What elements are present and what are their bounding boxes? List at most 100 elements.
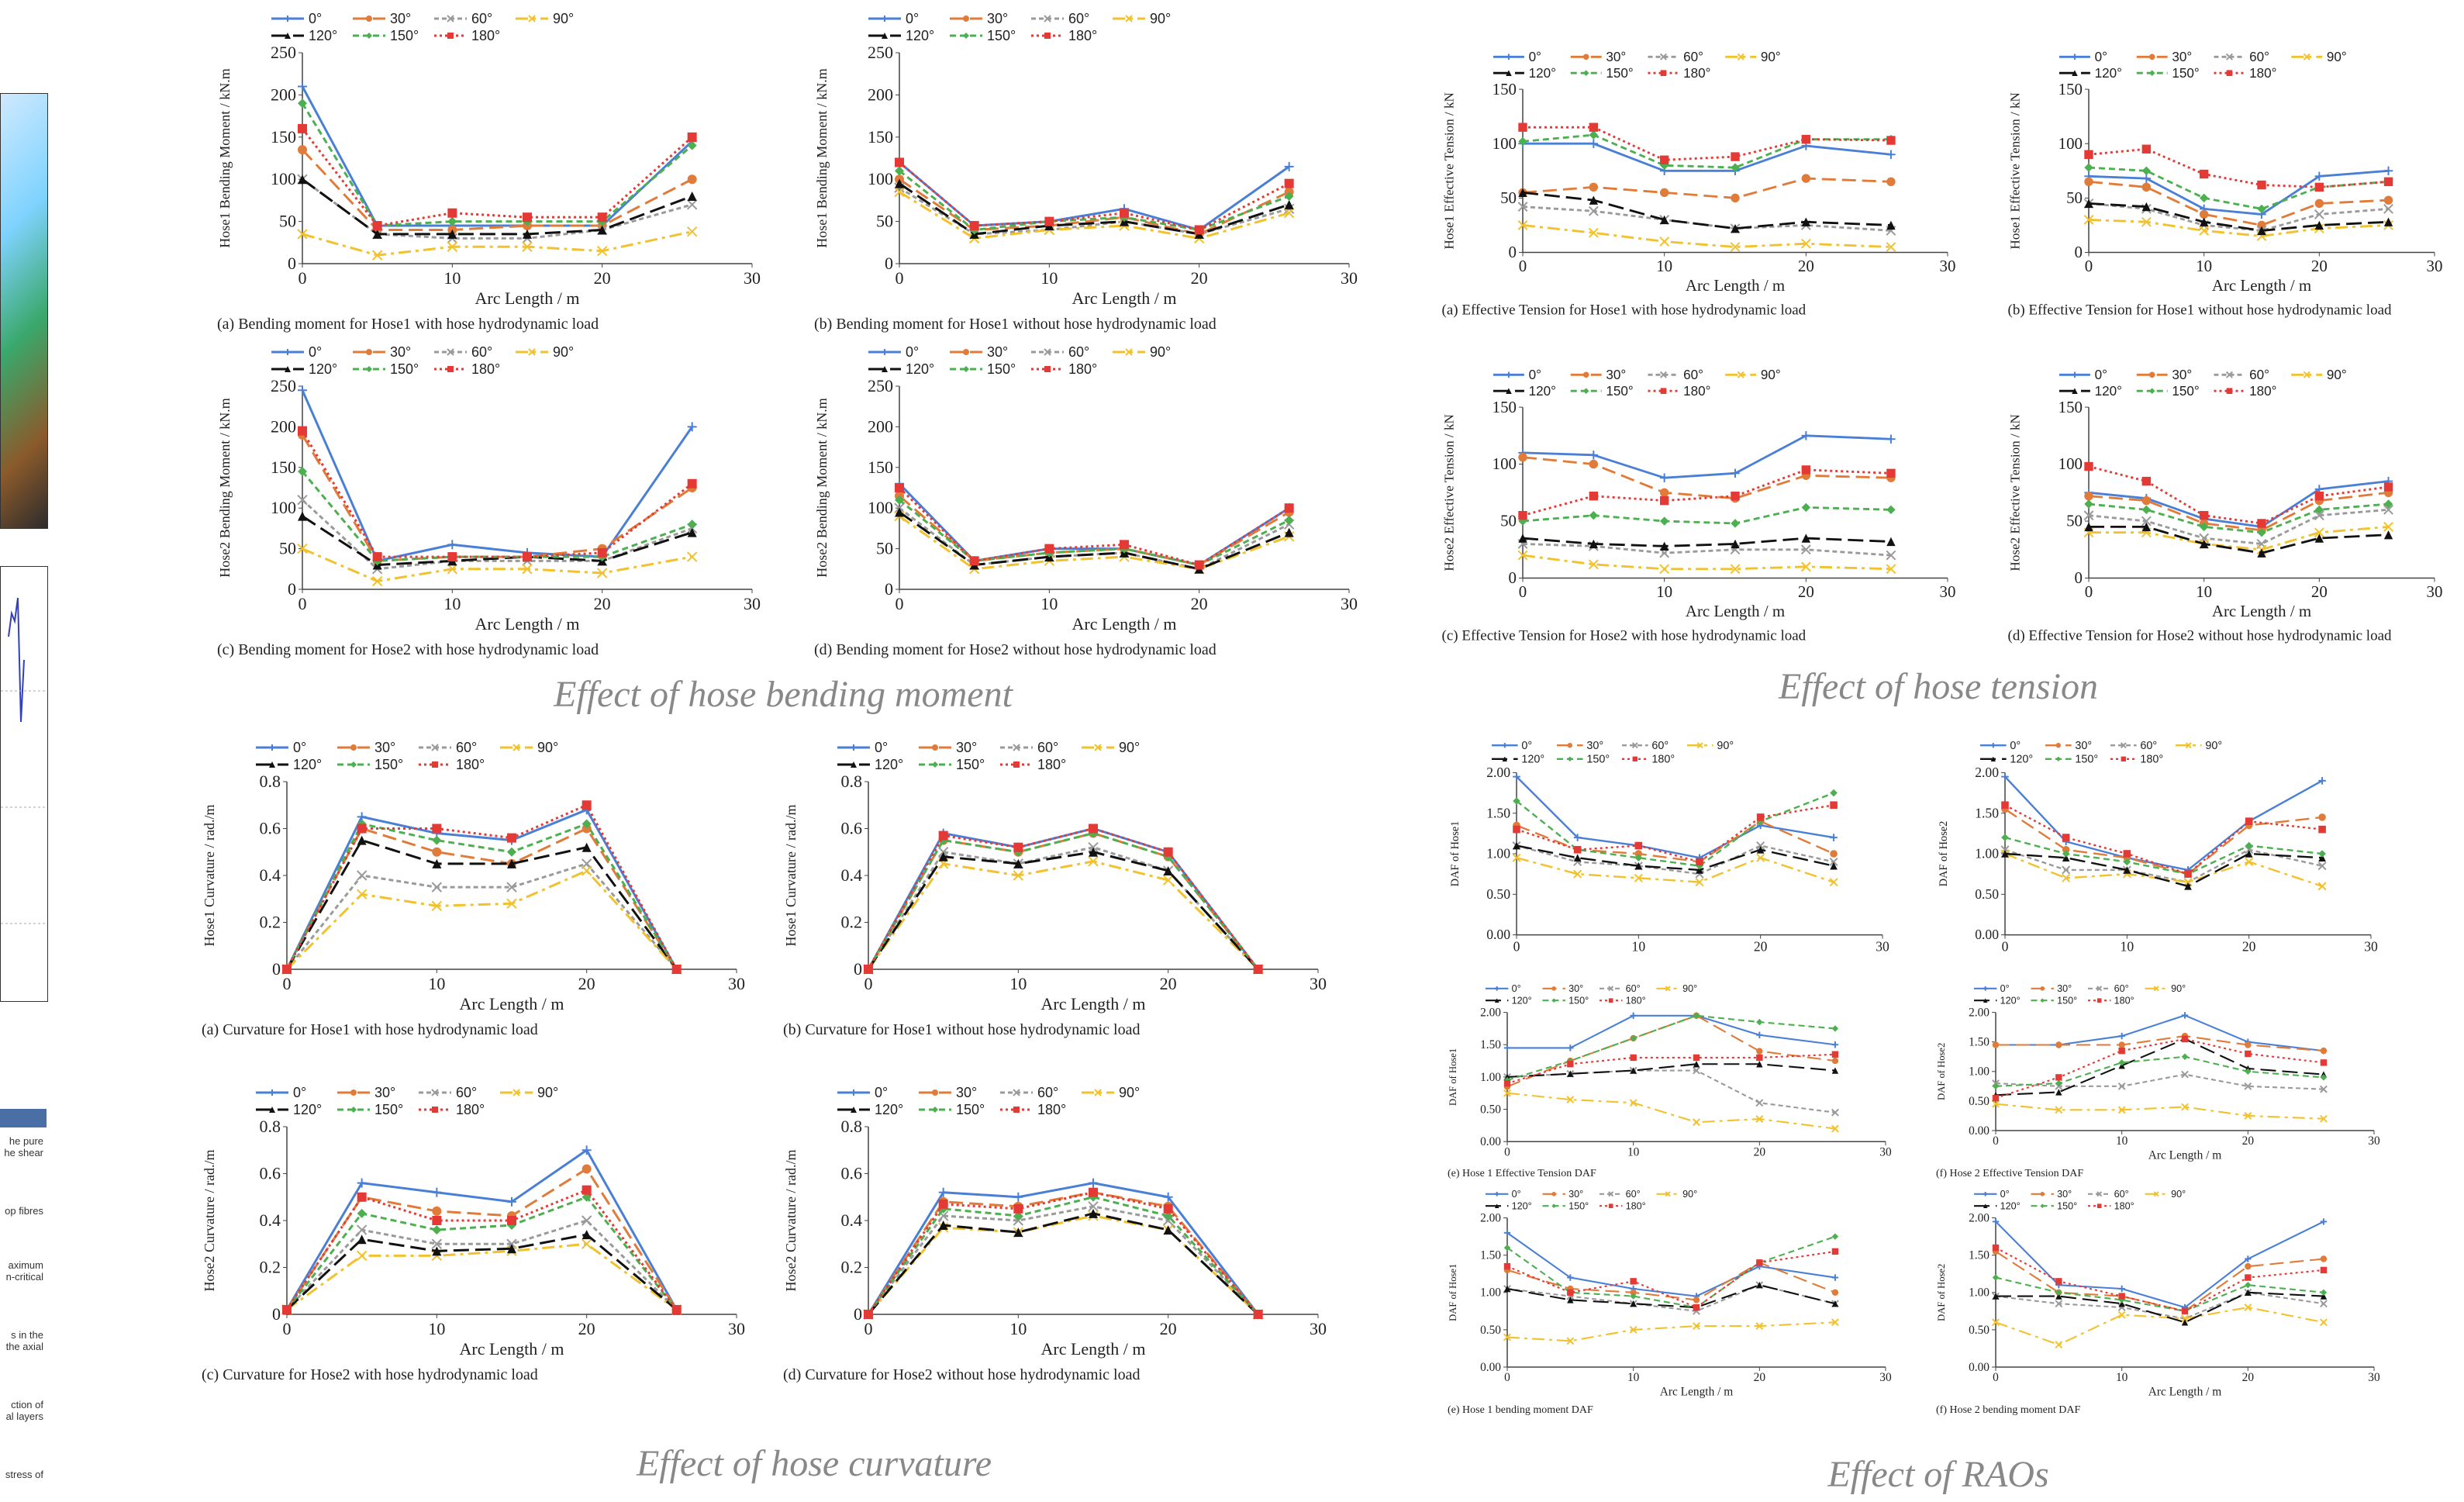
data-point: [1518, 533, 1527, 543]
data-point: [1831, 1057, 1839, 1065]
data-point: [1573, 854, 1582, 862]
legend-label: 0°: [309, 11, 322, 26]
series-90°: [1992, 1100, 2328, 1123]
data-point: [447, 540, 457, 550]
legend: 0° 30° 60° 90° 120° 150° 180°: [868, 11, 1171, 43]
y-axis-label: Hose1 Bending Moment / kN.m: [217, 68, 233, 248]
legend-label: 0°: [309, 344, 322, 360]
legend-label: 120°: [2095, 384, 2122, 399]
legend-label: 150°: [1606, 384, 1633, 399]
y-tick-label: 1.50: [1486, 805, 1510, 820]
legend-label: 30°: [2172, 50, 2192, 64]
data-point: [2181, 1035, 2189, 1043]
x-tick-label: 10: [1656, 582, 1672, 601]
legend-item: 90°: [2145, 1189, 2186, 1200]
x-tick-label: 0: [1504, 1371, 1510, 1384]
series-line: [1523, 142, 1892, 172]
chart-daf-e2: 0° 30° 60° 90° 120° 150° 180° 0.00 0.50 1.00 1.50 2…: [1448, 1189, 1892, 1416]
data-point: [1013, 1227, 1023, 1238]
data-point: [2318, 813, 2326, 821]
y-tick-label: 2.00: [1969, 1007, 1989, 1020]
data-point: [1162, 875, 1174, 886]
legend-marker: [366, 349, 372, 355]
chart-te-c: 0° 30° 60° 90° 120° 150° 180° 0 50 100 150 0 10 20 30 A…: [1442, 368, 1956, 644]
legend-item: 60°: [1648, 368, 1703, 382]
x-axis-label: Arc Length / m: [2148, 1385, 2221, 1398]
legend-item: 150°: [950, 28, 1016, 43]
legend-item: 90°: [2291, 50, 2347, 64]
data-point: [2141, 182, 2152, 192]
data-point: [2084, 461, 2093, 471]
table-text: aximum: [8, 1259, 43, 1271]
data-point: [1630, 1278, 1637, 1285]
legend-label: 90°: [1761, 50, 1781, 64]
legend-marker: [1990, 756, 1996, 761]
data-point: [1089, 1178, 1098, 1188]
x-tick-label: 10: [1009, 974, 1027, 993]
x-axis-label: Arc Length / m: [1072, 614, 1176, 634]
data-point: [298, 385, 307, 395]
data-point: [1831, 1318, 1839, 1327]
legend-marker: [1665, 1191, 1671, 1197]
data-point: [1992, 1100, 2000, 1108]
legend: 0° 30° 60° 90° 120° 150° 180°: [2059, 368, 2347, 399]
series-90°: [297, 543, 698, 587]
legend-marker: [269, 1089, 275, 1096]
legend-label: 150°: [390, 361, 419, 377]
data-point: [2245, 1050, 2252, 1058]
legend-item: 180°: [1648, 66, 1710, 81]
data-point: [2314, 199, 2324, 209]
data-point: [1831, 1108, 1839, 1117]
legend-item: 150°: [353, 361, 419, 377]
legend-item: 60°: [434, 344, 492, 360]
data-point: [1992, 1218, 2000, 1225]
left-cropped-table: he pure he shear op fibres aximum n-crit…: [0, 1109, 47, 1502]
data-point: [2062, 865, 2071, 875]
y-tick-label: 100: [2059, 454, 2083, 473]
y-tick-label: 0.50: [1486, 886, 1510, 902]
data-point: [1513, 797, 1520, 805]
data-point: [297, 495, 308, 506]
y-tick-label: 0: [885, 254, 893, 273]
legend-label: 180°: [456, 757, 485, 772]
series-line: [899, 507, 1290, 571]
data-point: [2055, 1289, 2062, 1296]
data-point: [1831, 1067, 1839, 1074]
data-point: [2055, 1300, 2063, 1308]
data-point: [1013, 858, 1023, 868]
y-tick-label: 0.00: [1480, 1361, 1501, 1374]
x-axis-label: Arc Length / m: [1660, 1385, 1733, 1398]
legend-label: 0°: [1529, 50, 1541, 64]
data-point: [1503, 1229, 1511, 1237]
legend-label: 150°: [956, 757, 985, 772]
series-line: [1522, 456, 1891, 500]
legend-item: 0°: [1980, 740, 2021, 752]
legend-marker: [2040, 998, 2045, 1003]
series-line: [2088, 502, 2389, 534]
legend-label: 120°: [2010, 754, 2033, 766]
legend-label: 90°: [537, 740, 558, 755]
legend: 0° 30° 60° 90° 120° 150° 180°: [1974, 1189, 2186, 1211]
data-point: [1089, 1187, 1098, 1197]
y-tick-label: 250: [271, 376, 296, 395]
legend: 0° 30° 60° 90° 120° 150° 180°: [1492, 740, 1734, 766]
legend-item: 180°: [2088, 1200, 2134, 1211]
legend-item: 150°: [1542, 995, 1589, 1006]
legend-marker: [932, 1107, 938, 1113]
series-line: [1506, 1014, 1836, 1082]
data-point: [1088, 856, 1099, 867]
legend-label: 180°: [2140, 754, 2163, 766]
legend-item: 180°: [1600, 1200, 1646, 1211]
data-point: [357, 1192, 367, 1202]
y-tick-label: 150: [868, 458, 893, 477]
data-point: [686, 199, 698, 210]
data-point: [371, 575, 383, 587]
x-tick-label: 20: [594, 594, 611, 613]
series-180°: [1518, 123, 1896, 164]
series-120°: [1518, 188, 1896, 233]
legend-marker: [1506, 388, 1512, 394]
series-180°: [1513, 801, 1838, 866]
legend-marker: [1983, 1192, 1988, 1196]
x-axis-label: Arc Length / m: [1686, 276, 1785, 295]
series-150°: [864, 828, 1263, 974]
